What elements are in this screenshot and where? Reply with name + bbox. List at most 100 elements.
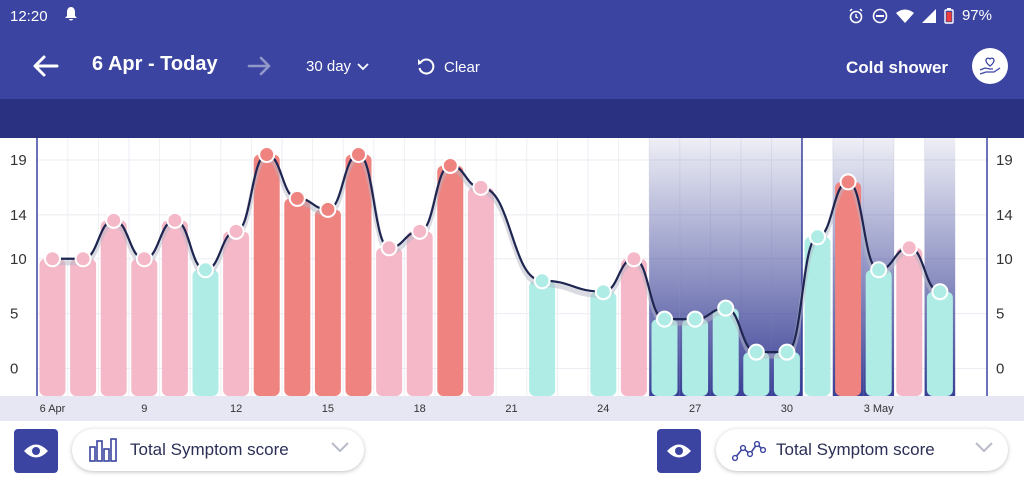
- x-tick-label: 21: [505, 403, 517, 415]
- data-point: [931, 283, 949, 301]
- bar-chart-icon: [89, 438, 117, 462]
- y-tick-label-right: 19: [996, 152, 1013, 169]
- period-dropdown[interactable]: 30 day: [306, 58, 369, 75]
- data-point: [441, 156, 459, 174]
- bar: [284, 198, 311, 396]
- symptom-chart[interactable]: 0 5 10 14 19 0 5 10 14 19 6 Apr 9 12 15 18 21 24 27 30 3 …: [0, 138, 1024, 421]
- data-point: [44, 250, 61, 268]
- bar: [896, 247, 923, 396]
- bar: [682, 319, 709, 396]
- bar: [773, 352, 800, 396]
- data-point: [472, 178, 490, 196]
- reset-icon: [418, 58, 435, 75]
- data-point: [656, 310, 673, 328]
- x-tick-label: 9: [141, 403, 147, 415]
- data-point: [258, 145, 276, 163]
- data-point: [135, 250, 153, 268]
- clear-button[interactable]: Clear: [416, 57, 480, 77]
- forward-arrow-icon[interactable]: [246, 53, 274, 79]
- chart-svg: 0 5 10 14 19 0 5 10 14 19 6 Apr 9 12 15 18 21 24 27 30 3 …: [0, 138, 1024, 421]
- bar: [620, 258, 647, 396]
- bar: [651, 319, 678, 396]
- bar: [467, 187, 494, 396]
- date-range-title[interactable]: 6 Apr - Today: [92, 53, 218, 75]
- bar: [223, 231, 250, 396]
- data-point: [380, 239, 398, 257]
- data-point: [686, 310, 704, 328]
- x-tick-label: 30: [781, 403, 793, 415]
- bar: [590, 291, 617, 396]
- eye-icon: [667, 444, 691, 458]
- x-axis-band: [0, 396, 1024, 421]
- battery-percent: 97%: [961, 7, 992, 24]
- chart-controls: Total Symptom score Total Symptom score: [0, 421, 1024, 481]
- period-label: 30 day: [306, 58, 352, 75]
- bar: [406, 231, 433, 396]
- bar: [804, 236, 831, 396]
- x-tick-label: 27: [689, 403, 701, 415]
- y-tick-label-left: 5: [10, 306, 18, 323]
- data-point: [839, 173, 857, 191]
- right-series-label: Total Symptom score: [776, 440, 935, 459]
- chevron-down-icon: [357, 62, 369, 70]
- bar: [712, 308, 739, 396]
- trend-line: [52, 153, 941, 354]
- eye-icon: [24, 444, 48, 458]
- data-point: [319, 200, 337, 218]
- right-series-selector[interactable]: Total Symptom score: [716, 429, 1008, 471]
- data-point: [809, 228, 826, 246]
- data-point: [747, 343, 765, 361]
- bar: [70, 258, 97, 396]
- y-tick-label-left: 10: [10, 251, 27, 268]
- app-bar: 6 Apr - Today 30 day Clear Cold shower: [0, 33, 1024, 99]
- toggle-left-series-button[interactable]: [14, 429, 58, 473]
- status-bar: 12:20 97%: [0, 0, 1024, 33]
- data-point: [625, 250, 643, 268]
- data-point: [350, 145, 367, 163]
- bar: [314, 209, 341, 396]
- data-point: [778, 343, 796, 361]
- bar: [743, 352, 770, 396]
- y-tick-label-right: 0: [996, 361, 1004, 378]
- bar: [437, 165, 464, 396]
- data-point: [870, 261, 888, 279]
- bar: [926, 291, 953, 396]
- wifi-icon: [895, 9, 914, 23]
- y-tick-label-right: 14: [996, 207, 1013, 224]
- data-point: [900, 239, 918, 257]
- bar: [100, 220, 127, 396]
- bar: [39, 258, 66, 396]
- data-point: [74, 250, 92, 268]
- y-tick-label-left: 0: [10, 361, 18, 378]
- data-point: [411, 222, 429, 240]
- data-point: [594, 283, 612, 301]
- x-tick-label: 6 Apr: [40, 403, 66, 415]
- x-tick-label: 24: [597, 403, 609, 415]
- data-point: [717, 299, 735, 317]
- do-not-disturb-icon: [872, 8, 888, 23]
- y-tick-label-right: 10: [996, 251, 1013, 268]
- y-tick-label-right: 5: [996, 306, 1004, 323]
- status-icons: 97%: [848, 7, 992, 24]
- bar: [253, 154, 280, 396]
- toggle-right-series-button[interactable]: [657, 429, 701, 473]
- signal-icon: [921, 8, 936, 23]
- bar: [865, 269, 892, 396]
- back-arrow-icon[interactable]: [30, 51, 62, 81]
- x-tick-label: 15: [322, 403, 334, 415]
- y-tick-label-left: 19: [10, 152, 27, 169]
- left-series-selector[interactable]: Total Symptom score: [72, 429, 364, 471]
- status-time: 12:20: [10, 8, 48, 25]
- battery-icon: [944, 7, 954, 24]
- habit-button[interactable]: [972, 48, 1008, 84]
- data-point: [197, 261, 214, 279]
- bar: [345, 154, 372, 396]
- clear-label: Clear: [444, 58, 480, 76]
- data-point: [533, 272, 551, 290]
- data-point: [227, 222, 245, 240]
- x-tick-label: 18: [414, 403, 426, 415]
- data-point: [288, 189, 306, 207]
- x-tick-label: 3 May: [864, 403, 894, 415]
- notification-bell-icon: [64, 6, 78, 26]
- heart-hand-icon: [979, 57, 1001, 75]
